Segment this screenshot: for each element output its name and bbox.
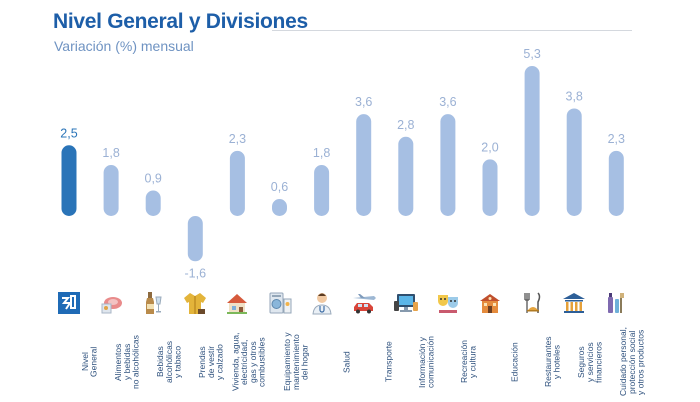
bar-bebidas-alcoholicas-y-tabaco	[145, 190, 161, 216]
value-label-salud: 1,8	[313, 146, 330, 160]
category-label-cuidado-personal-proteccion-social-y-otros-productos: Cuidado personal, protección social y ot…	[618, 327, 646, 397]
bar-restaurantes-y-hoteles	[524, 66, 540, 216]
bar-recreacion-y-cultura	[440, 114, 456, 216]
food-icon	[97, 289, 125, 317]
bar-equipamiento-y-mantenimiento-del-hogar	[272, 199, 287, 216]
value-label-prendas-de-vestir-y-calzado: -1,6	[185, 266, 207, 280]
computer-icon	[392, 289, 420, 317]
value-label-educacion: 2,0	[481, 140, 498, 154]
washing-machine-icon	[266, 289, 294, 317]
cutlery-icon	[518, 289, 546, 317]
bar-cuidado-personal-proteccion-social-y-otros-productos	[608, 150, 624, 216]
doctor-icon	[308, 289, 336, 317]
value-label-informacion-y-comunicacion: 2,8	[397, 118, 414, 132]
bar-educacion	[482, 159, 498, 216]
value-label-seguros-y-servicios-financieros: 3,8	[566, 89, 583, 103]
value-label-recreacion-y-cultura: 3,6	[439, 95, 456, 109]
value-label-alimentos-y-bebidas-no-alcoholicas: 1,8	[102, 146, 119, 160]
chart-subtitle: Variación (%) mensual	[54, 38, 194, 54]
value-label-nivel-general: 2,5	[60, 126, 77, 140]
title-divider	[272, 30, 632, 31]
value-label-cuidado-personal-proteccion-social-y-otros-productos: 2,3	[608, 132, 625, 146]
ipc-logo-icon	[55, 289, 83, 317]
value-label-restaurantes-y-hoteles: 5,3	[523, 47, 540, 61]
value-label-equipamiento-y-mantenimiento-del-hogar: 0,6	[271, 180, 288, 194]
bar-seguros-y-servicios-financieros	[566, 108, 582, 216]
bar-transporte	[356, 114, 372, 216]
theater-masks-icon	[434, 289, 462, 317]
bottle-icon	[139, 289, 167, 317]
bar-alimentos-y-bebidas-no-alcoholicas	[103, 165, 119, 216]
bar-informacion-y-comunicacion	[398, 136, 414, 216]
bar-nivel-general	[61, 145, 77, 216]
value-label-transporte: 3,6	[355, 95, 372, 109]
school-icon	[476, 289, 504, 317]
bank-icon	[560, 289, 588, 317]
value-label-vivienda-agua-electricidad-gas-y-otros-combustibles: 2,3	[229, 132, 246, 146]
value-label-bebidas-alcoholicas-y-tabaco: 0,9	[145, 172, 162, 186]
bar-vivienda-agua-electricidad-gas-y-otros-combustibles	[229, 150, 245, 216]
bar-prendas-de-vestir-y-calzado	[187, 216, 203, 262]
jacket-icon	[181, 289, 209, 317]
airplane-car-icon	[350, 289, 378, 317]
chart-title: Nivel General y Divisiones	[53, 10, 308, 33]
bar-salud	[314, 165, 330, 216]
house-icon	[223, 289, 251, 317]
bar-chart: 2,5 1,8 0,9 -1,6 2,3 0,6 1,8 3,6 2,8 3,6 2,0 5,3 3,8…	[60, 47, 625, 280]
personal-care-icon	[602, 289, 630, 317]
